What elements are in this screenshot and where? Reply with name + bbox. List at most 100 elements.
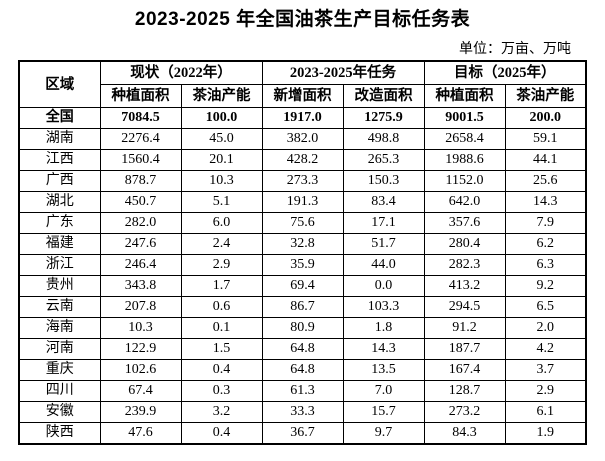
value-cell: 33.3 <box>261 401 344 423</box>
region-cell: 贵州 <box>18 275 101 297</box>
table-row: 四川 67.4 0.3 61.3 7.0 128.7 2.9 <box>18 380 587 402</box>
value-cell: 246.4 <box>99 254 182 276</box>
value-cell: 0.4 <box>180 359 263 381</box>
value-cell: 7084.5 <box>99 107 182 129</box>
value-cell: 7.9 <box>504 212 587 234</box>
value-cell: 2658.4 <box>423 128 506 150</box>
value-cell: 2.9 <box>180 254 263 276</box>
value-cell: 273.3 <box>261 170 344 192</box>
value-cell: 32.8 <box>261 233 344 255</box>
header-region: 区域 <box>18 60 101 108</box>
value-cell: 247.6 <box>99 233 182 255</box>
table-subheader-row: 种植面积 茶油产能 新增面积 改造面积 种植面积 茶油产能 <box>19 84 587 108</box>
value-cell: 1988.6 <box>423 149 506 171</box>
value-cell: 265.3 <box>342 149 425 171</box>
value-cell: 84.3 <box>423 422 506 445</box>
subheader-planting-area-2025: 种植面积 <box>423 84 506 108</box>
value-cell: 102.6 <box>99 359 182 381</box>
value-cell: 191.3 <box>261 191 344 213</box>
value-cell: 14.3 <box>504 191 587 213</box>
value-cell: 15.7 <box>342 401 425 423</box>
table-row: 贵州 343.8 1.7 69.4 0.0 413.2 9.2 <box>18 275 587 297</box>
table-row: 云南 207.8 0.6 86.7 103.3 294.5 6.5 <box>18 296 587 318</box>
value-cell: 1.5 <box>180 338 263 360</box>
value-cell: 59.1 <box>504 128 587 150</box>
value-cell: 1.7 <box>180 275 263 297</box>
table-row: 重庆 102.6 0.4 64.8 13.5 167.4 3.7 <box>18 359 587 381</box>
value-cell: 9001.5 <box>423 107 506 129</box>
value-cell: 1275.9 <box>342 107 425 129</box>
value-cell: 498.8 <box>342 128 425 150</box>
table-row: 广东 282.0 6.0 75.6 17.1 357.6 7.9 <box>18 212 587 234</box>
value-cell: 0.3 <box>180 380 263 402</box>
value-cell: 6.5 <box>504 296 587 318</box>
table-row: 浙江 246.4 2.9 35.9 44.0 282.3 6.3 <box>18 254 587 276</box>
value-cell: 128.7 <box>423 380 506 402</box>
value-cell: 14.3 <box>342 338 425 360</box>
table-row: 河南 122.9 1.5 64.8 14.3 187.7 4.2 <box>18 338 587 360</box>
table-row: 福建 247.6 2.4 32.8 51.7 280.4 6.2 <box>18 233 587 255</box>
table-row: 广西 878.7 10.3 273.3 150.3 1152.0 25.6 <box>18 170 587 192</box>
value-cell: 103.3 <box>342 296 425 318</box>
value-cell: 357.6 <box>423 212 506 234</box>
value-cell: 0.4 <box>180 422 263 445</box>
table-header: 区域 现状（2022年） 2023-2025年任务 目标（2025年） 种植面积… <box>18 60 587 108</box>
region-cell: 海南 <box>18 317 101 339</box>
value-cell: 207.8 <box>99 296 182 318</box>
table-row: 湖南 2276.4 45.0 382.0 498.8 2658.4 59.1 <box>18 128 587 150</box>
value-cell: 0.1 <box>180 317 263 339</box>
region-cell: 福建 <box>18 233 101 255</box>
value-cell: 61.3 <box>261 380 344 402</box>
value-cell: 47.6 <box>99 422 182 445</box>
region-cell: 河南 <box>18 338 101 360</box>
value-cell: 187.7 <box>423 338 506 360</box>
table-row: 湖北 450.7 5.1 191.3 83.4 642.0 14.3 <box>18 191 587 213</box>
value-cell: 1.8 <box>342 317 425 339</box>
value-cell: 44.0 <box>342 254 425 276</box>
header-group-task-2023-2025: 2023-2025年任务 <box>261 60 425 85</box>
value-cell: 3.7 <box>504 359 587 381</box>
region-cell: 四川 <box>18 380 101 402</box>
value-cell: 167.4 <box>423 359 506 381</box>
value-cell: 1917.0 <box>261 107 344 129</box>
table-row: 安徽 239.9 3.2 33.3 15.7 273.2 6.1 <box>18 401 587 423</box>
value-cell: 413.2 <box>423 275 506 297</box>
value-cell: 0.6 <box>180 296 263 318</box>
value-cell: 6.0 <box>180 212 263 234</box>
region-cell: 安徽 <box>18 401 101 423</box>
value-cell: 6.3 <box>504 254 587 276</box>
header-group-status-2022: 现状（2022年） <box>99 60 263 85</box>
value-cell: 282.0 <box>99 212 182 234</box>
value-cell: 75.6 <box>261 212 344 234</box>
subheader-oil-capacity-2025: 茶油产能 <box>504 84 587 108</box>
value-cell: 69.4 <box>261 275 344 297</box>
value-cell: 200.0 <box>504 107 587 129</box>
value-cell: 20.1 <box>180 149 263 171</box>
value-cell: 36.7 <box>261 422 344 445</box>
value-cell: 4.2 <box>504 338 587 360</box>
value-cell: 642.0 <box>423 191 506 213</box>
value-cell: 44.1 <box>504 149 587 171</box>
value-cell: 64.8 <box>261 338 344 360</box>
value-cell: 5.1 <box>180 191 263 213</box>
subheader-renovated-area: 改造面积 <box>342 84 425 108</box>
region-cell: 重庆 <box>18 359 101 381</box>
value-cell: 878.7 <box>99 170 182 192</box>
page-title: 2023-2025 年全国油茶生产目标任务表 <box>134 9 471 30</box>
value-cell: 6.2 <box>504 233 587 255</box>
value-cell: 9.2 <box>504 275 587 297</box>
value-cell: 273.2 <box>423 401 506 423</box>
value-cell: 294.5 <box>423 296 506 318</box>
unit-note: 单位：万亩、万吨 <box>459 40 571 56</box>
value-cell: 80.9 <box>261 317 344 339</box>
value-cell: 2.0 <box>504 317 587 339</box>
region-cell: 陕西 <box>18 422 101 445</box>
value-cell: 239.9 <box>99 401 182 423</box>
value-cell: 3.2 <box>180 401 263 423</box>
oil-tea-target-table: 区域 现状（2022年） 2023-2025年任务 目标（2025年） 种植面积… <box>18 60 587 445</box>
value-cell: 6.1 <box>504 401 587 423</box>
value-cell: 25.6 <box>504 170 587 192</box>
value-cell: 51.7 <box>342 233 425 255</box>
value-cell: 91.2 <box>423 317 506 339</box>
